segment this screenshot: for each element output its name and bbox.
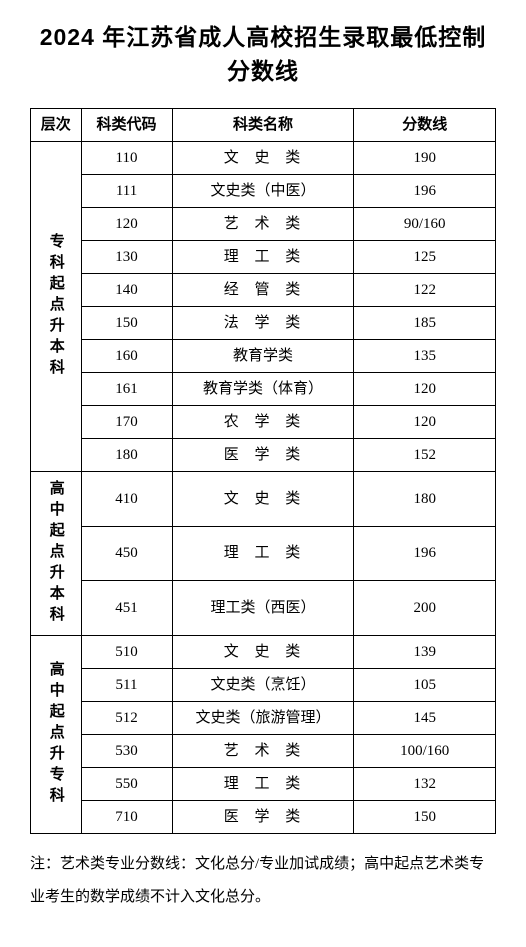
header-code: 科类代码 [81, 109, 172, 142]
score-table: 层次 科类代码 科类名称 分数线 专科起点升本科110文 史 类190111文史… [30, 108, 496, 834]
table-row: 161教育学类（体育）120 [31, 373, 496, 406]
level-cell: 专科起点升本科 [31, 142, 82, 472]
table-row: 530艺 术 类100/160 [31, 735, 496, 768]
header-name: 科类名称 [172, 109, 354, 142]
code-cell: 550 [81, 768, 172, 801]
name-cell: 理工类（西医） [172, 581, 354, 636]
table-header-row: 层次 科类代码 科类名称 分数线 [31, 109, 496, 142]
level-cell: 高中起点升专科 [31, 636, 82, 834]
table-row: 180医 学 类152 [31, 439, 496, 472]
code-cell: 512 [81, 702, 172, 735]
name-cell: 法 学 类 [172, 307, 354, 340]
level-cell: 高中起点升本科 [31, 472, 82, 636]
table-row: 111文史类（中医）196 [31, 175, 496, 208]
score-cell: 125 [354, 241, 496, 274]
score-cell: 150 [354, 801, 496, 834]
code-cell: 170 [81, 406, 172, 439]
name-cell: 教育学类（体育） [172, 373, 354, 406]
name-cell: 农 学 类 [172, 406, 354, 439]
score-cell: 100/160 [354, 735, 496, 768]
code-cell: 140 [81, 274, 172, 307]
name-cell: 文史类（旅游管理） [172, 702, 354, 735]
table-row: 511文史类（烹饪）105 [31, 669, 496, 702]
score-cell: 200 [354, 581, 496, 636]
name-cell: 理 工 类 [172, 241, 354, 274]
name-cell: 文 史 类 [172, 472, 354, 527]
code-cell: 180 [81, 439, 172, 472]
code-cell: 110 [81, 142, 172, 175]
score-cell: 132 [354, 768, 496, 801]
name-cell: 艺 术 类 [172, 208, 354, 241]
table-row: 130理 工 类125 [31, 241, 496, 274]
code-cell: 410 [81, 472, 172, 527]
name-cell: 文 史 类 [172, 142, 354, 175]
page-title: 2024 年江苏省成人高校招生录取最低控制分数线 [30, 18, 496, 86]
score-cell: 180 [354, 472, 496, 527]
footnote: 注：艺术类专业分数线：文化总分/专业加试成绩；高中起点艺术类专业考生的数学成绩不… [30, 848, 496, 914]
score-cell: 135 [354, 340, 496, 373]
score-cell: 190 [354, 142, 496, 175]
score-cell: 120 [354, 373, 496, 406]
table-row: 120艺 术 类90/160 [31, 208, 496, 241]
score-cell: 122 [354, 274, 496, 307]
code-cell: 530 [81, 735, 172, 768]
code-cell: 130 [81, 241, 172, 274]
table-row: 高中起点升专科510文 史 类139 [31, 636, 496, 669]
header-score: 分数线 [354, 109, 496, 142]
code-cell: 511 [81, 669, 172, 702]
table-row: 512文史类（旅游管理）145 [31, 702, 496, 735]
header-level: 层次 [31, 109, 82, 142]
name-cell: 文史类（烹饪） [172, 669, 354, 702]
score-cell: 145 [354, 702, 496, 735]
table-row: 710医 学 类150 [31, 801, 496, 834]
name-cell: 经 管 类 [172, 274, 354, 307]
score-cell: 185 [354, 307, 496, 340]
score-cell: 196 [354, 175, 496, 208]
code-cell: 161 [81, 373, 172, 406]
table-row: 451理工类（西医）200 [31, 581, 496, 636]
score-cell: 90/160 [354, 208, 496, 241]
name-cell: 艺 术 类 [172, 735, 354, 768]
score-cell: 196 [354, 526, 496, 581]
name-cell: 医 学 类 [172, 439, 354, 472]
table-row: 550理 工 类132 [31, 768, 496, 801]
score-cell: 152 [354, 439, 496, 472]
table-row: 150法 学 类185 [31, 307, 496, 340]
code-cell: 510 [81, 636, 172, 669]
table-row: 140经 管 类122 [31, 274, 496, 307]
name-cell: 医 学 类 [172, 801, 354, 834]
name-cell: 教育学类 [172, 340, 354, 373]
score-cell: 105 [354, 669, 496, 702]
code-cell: 120 [81, 208, 172, 241]
score-cell: 139 [354, 636, 496, 669]
table-row: 170农 学 类120 [31, 406, 496, 439]
code-cell: 451 [81, 581, 172, 636]
table-row: 160教育学类135 [31, 340, 496, 373]
code-cell: 111 [81, 175, 172, 208]
table-row: 450理 工 类196 [31, 526, 496, 581]
name-cell: 文史类（中医） [172, 175, 354, 208]
score-cell: 120 [354, 406, 496, 439]
table-row: 专科起点升本科110文 史 类190 [31, 142, 496, 175]
name-cell: 文 史 类 [172, 636, 354, 669]
name-cell: 理 工 类 [172, 526, 354, 581]
code-cell: 450 [81, 526, 172, 581]
table-row: 高中起点升本科410文 史 类180 [31, 472, 496, 527]
code-cell: 150 [81, 307, 172, 340]
code-cell: 710 [81, 801, 172, 834]
name-cell: 理 工 类 [172, 768, 354, 801]
code-cell: 160 [81, 340, 172, 373]
